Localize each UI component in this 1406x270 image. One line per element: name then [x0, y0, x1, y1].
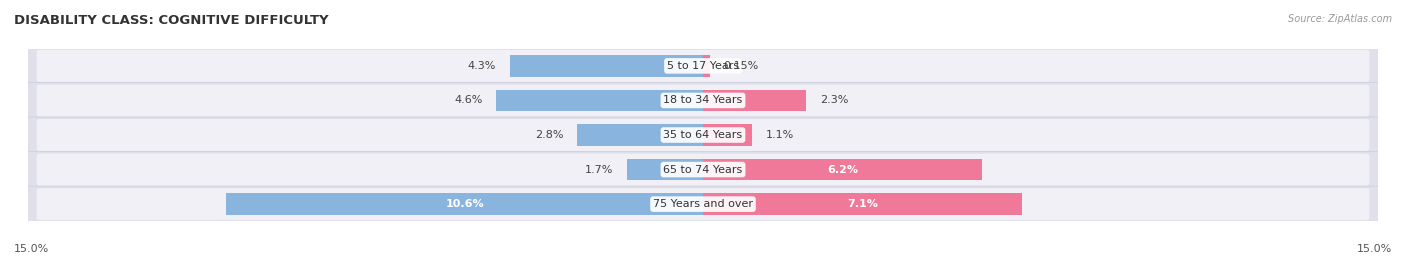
- FancyBboxPatch shape: [27, 82, 1379, 119]
- Text: DISABILITY CLASS: COGNITIVE DIFFICULTY: DISABILITY CLASS: COGNITIVE DIFFICULTY: [14, 14, 329, 26]
- Text: 7.1%: 7.1%: [848, 199, 879, 209]
- Bar: [703, 159, 981, 180]
- Bar: [703, 124, 752, 146]
- Text: 35 to 64 Years: 35 to 64 Years: [664, 130, 742, 140]
- Text: 6.2%: 6.2%: [827, 164, 858, 175]
- Text: 0.15%: 0.15%: [723, 61, 758, 71]
- Bar: [703, 193, 1022, 215]
- FancyBboxPatch shape: [27, 48, 1379, 84]
- FancyBboxPatch shape: [27, 151, 1379, 188]
- Text: 5 to 17 Years: 5 to 17 Years: [666, 61, 740, 71]
- FancyBboxPatch shape: [37, 85, 1369, 116]
- Text: Source: ZipAtlas.com: Source: ZipAtlas.com: [1288, 14, 1392, 23]
- Bar: [627, 159, 703, 180]
- FancyBboxPatch shape: [37, 188, 1369, 220]
- Text: 2.8%: 2.8%: [536, 130, 564, 140]
- Text: 2.3%: 2.3%: [820, 95, 848, 106]
- Bar: [226, 193, 703, 215]
- Text: 10.6%: 10.6%: [446, 199, 484, 209]
- FancyBboxPatch shape: [27, 186, 1379, 222]
- Text: 1.1%: 1.1%: [766, 130, 794, 140]
- FancyBboxPatch shape: [27, 117, 1379, 153]
- FancyBboxPatch shape: [37, 119, 1369, 151]
- Bar: [576, 124, 703, 146]
- Text: 4.6%: 4.6%: [454, 95, 482, 106]
- FancyBboxPatch shape: [37, 154, 1369, 185]
- Text: 4.3%: 4.3%: [468, 61, 496, 71]
- Text: 75 Years and over: 75 Years and over: [652, 199, 754, 209]
- Text: 18 to 34 Years: 18 to 34 Years: [664, 95, 742, 106]
- FancyBboxPatch shape: [37, 50, 1369, 82]
- Bar: [703, 55, 710, 77]
- Text: 15.0%: 15.0%: [1357, 244, 1392, 254]
- Text: 65 to 74 Years: 65 to 74 Years: [664, 164, 742, 175]
- Bar: [509, 55, 703, 77]
- Bar: [703, 90, 807, 111]
- Bar: [496, 90, 703, 111]
- Text: 1.7%: 1.7%: [585, 164, 613, 175]
- Text: 15.0%: 15.0%: [14, 244, 49, 254]
